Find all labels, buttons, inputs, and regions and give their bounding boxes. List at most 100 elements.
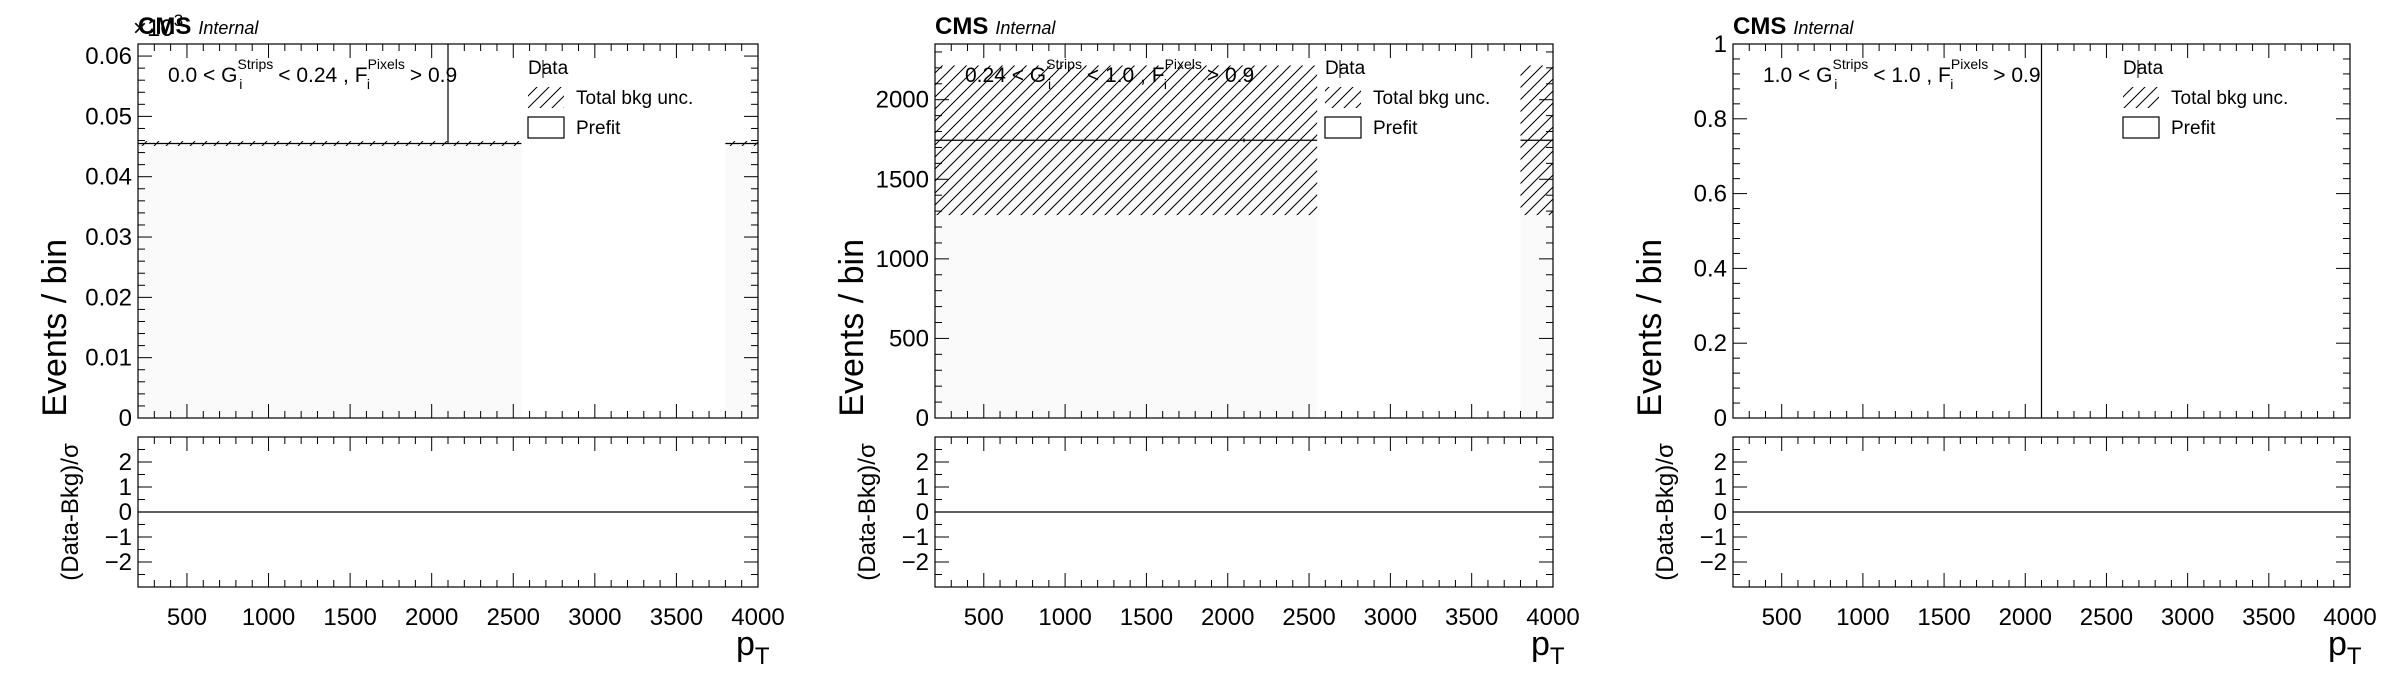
- ratio-tick-label: −2: [105, 549, 132, 576]
- x-tick-label: 1000: [1038, 604, 1091, 631]
- cut-label-part: i: [239, 76, 242, 92]
- cut-label-part: , F: [337, 64, 367, 87]
- ratio-tick-label: −2: [1700, 549, 1727, 576]
- cut-label-part: i: [367, 76, 370, 92]
- panel-2: 0 500 1000 1500 2000 500 1000 1500 2000 2500 3000 3…: [833, 13, 1580, 670]
- ratio-tick-label: 2: [916, 449, 929, 476]
- x-tick-label: 2000: [405, 604, 458, 631]
- ratio-tick-label: 0: [1714, 499, 1727, 526]
- legend-unc: Total bkg unc.: [2171, 88, 2288, 109]
- ratio-tick-label: 1: [1714, 474, 1727, 501]
- x-tick-label: 1000: [242, 604, 295, 631]
- cut-label-part: Strips: [1046, 56, 1082, 72]
- y-tick-label: 0.8: [1694, 106, 1727, 133]
- x-tick-label: 2500: [487, 604, 540, 631]
- legend-data: Data: [2123, 58, 2164, 79]
- cms-label: CMS Internal: [935, 13, 1056, 40]
- cms-text: CMS: [935, 13, 988, 40]
- legend-unc-swatch: [1325, 87, 1361, 108]
- exponent-base: ×10: [133, 15, 174, 42]
- cut-label-part: <: [272, 64, 296, 87]
- internal-text: Internal: [198, 18, 259, 38]
- ratio-tick-label: 1: [916, 474, 929, 501]
- legend-prefit-swatch: [1324, 116, 1362, 139]
- cut-label-part: 0.9: [428, 64, 457, 87]
- legend-prefit: Prefit: [2171, 118, 2216, 139]
- ratio-y-title: (Data-Bkg)/σ: [1652, 443, 1679, 581]
- x-axis-title-sub: T: [2347, 643, 2362, 670]
- x-tick-label: 3000: [568, 604, 621, 631]
- cut-label-part: <: [1867, 64, 1891, 87]
- legend-prefit-swatch: [527, 116, 565, 139]
- cut-label-part: >: [1201, 64, 1225, 87]
- y-tick-label: 0.04: [85, 164, 132, 191]
- x-axis-title-main: p: [2328, 625, 2347, 663]
- cut-label-part: 0.24: [965, 64, 1006, 87]
- cut-label-part: 1.0: [1105, 64, 1134, 87]
- y-tick-label: 1: [1714, 31, 1727, 58]
- x-tick-label: 3000: [1364, 604, 1417, 631]
- cut-label-part: , F: [1134, 64, 1164, 87]
- cut-label-part: < G: [1792, 64, 1832, 87]
- y-tick-label: 0.06: [85, 43, 132, 70]
- cut-label-part: i: [1048, 76, 1051, 92]
- x-tick-label: 3500: [1445, 604, 1498, 631]
- ratio-tick-label: 2: [1714, 449, 1727, 476]
- y-tick-label: 2000: [876, 87, 929, 114]
- x-tick-label: 2000: [1201, 604, 1254, 631]
- exponent-power: 3: [174, 11, 183, 30]
- legend-unc: Total bkg unc.: [1373, 88, 1490, 109]
- cut-label-part: Pixels: [1951, 56, 1988, 72]
- internal-text: Internal: [995, 18, 1056, 38]
- ratio-tick-label: −1: [902, 524, 929, 551]
- cut-label-part: 0.0: [168, 64, 197, 87]
- x-axis-title: pT: [736, 625, 770, 670]
- y-tick-label: 0.02: [85, 284, 132, 311]
- y-tick-label: 0: [1714, 405, 1727, 432]
- x-tick-label: 4000: [2323, 604, 2376, 631]
- ratio-tick-label: 0: [119, 499, 132, 526]
- y-tick-label: 0: [916, 405, 929, 432]
- x-tick-label: 3500: [2242, 604, 2295, 631]
- ratio-tick-label: 2: [119, 449, 132, 476]
- legend-unc-swatch: [2123, 87, 2159, 108]
- cut-label-part: i: [1164, 76, 1167, 92]
- legend-prefit: Prefit: [1373, 118, 1418, 139]
- ratio-y-title: (Data-Bkg)/σ: [854, 443, 881, 581]
- x-axis-title: pT: [2328, 625, 2362, 670]
- cut-label: 1.0 < GStrips i < 1.0 , FPixels i > 0.9: [1763, 56, 2041, 92]
- legend-prefit: Prefit: [576, 118, 621, 139]
- x-tick-label: 1500: [1917, 604, 1970, 631]
- ratio-tick-label: −1: [105, 524, 132, 551]
- cut-label-part: 0.24: [296, 64, 337, 87]
- ratio-tick-label: −1: [1700, 524, 1727, 551]
- x-tick-label: 500: [1762, 604, 1802, 631]
- legend-unc-swatch: [528, 87, 564, 108]
- cms-label: CMS Internal: [138, 13, 259, 40]
- legend-prefit-swatch: [2122, 116, 2160, 139]
- cut-label-part: >: [404, 64, 428, 87]
- exponent-label: ×103: [133, 11, 183, 42]
- x-axis-title: pT: [1531, 625, 1565, 670]
- cut-label-part: 1.0: [1763, 64, 1792, 87]
- y-tick-label: 0.01: [85, 345, 132, 372]
- x-axis-title-sub: T: [1550, 643, 1565, 670]
- y-tick-label: 0.4: [1694, 255, 1727, 282]
- ratio-tick-label: 0: [916, 499, 929, 526]
- cut-label: 0.0 < GStrips i < 0.24 , FPixels i > 0.9: [168, 56, 457, 92]
- cut-label-part: 0.9: [1225, 64, 1254, 87]
- y-axis-title: Events / bin: [36, 239, 74, 417]
- background-bar: [138, 143, 522, 418]
- x-axis-title-main: p: [1531, 625, 1550, 663]
- internal-text: Internal: [1793, 18, 1854, 38]
- cut-label-part: Strips: [237, 56, 273, 72]
- x-tick-label: 2500: [1282, 604, 1335, 631]
- cut-label-part: 0.9: [2011, 64, 2040, 87]
- ratio-tick-label: −2: [902, 549, 929, 576]
- y-tick-label: 0.6: [1694, 181, 1727, 208]
- x-tick-label: 1500: [1120, 604, 1173, 631]
- y-axis-title: Events / bin: [833, 239, 871, 417]
